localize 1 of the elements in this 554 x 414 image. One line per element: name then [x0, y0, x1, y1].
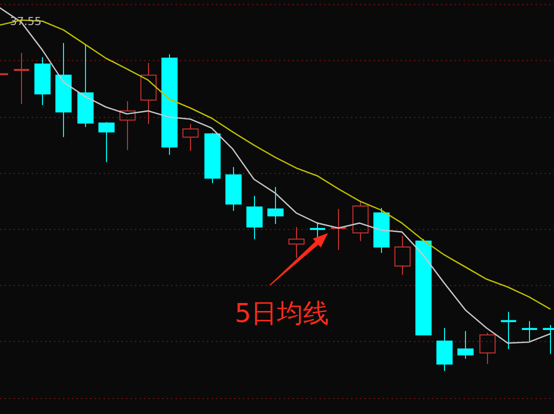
annotation: 5日均线	[234, 299, 330, 330]
